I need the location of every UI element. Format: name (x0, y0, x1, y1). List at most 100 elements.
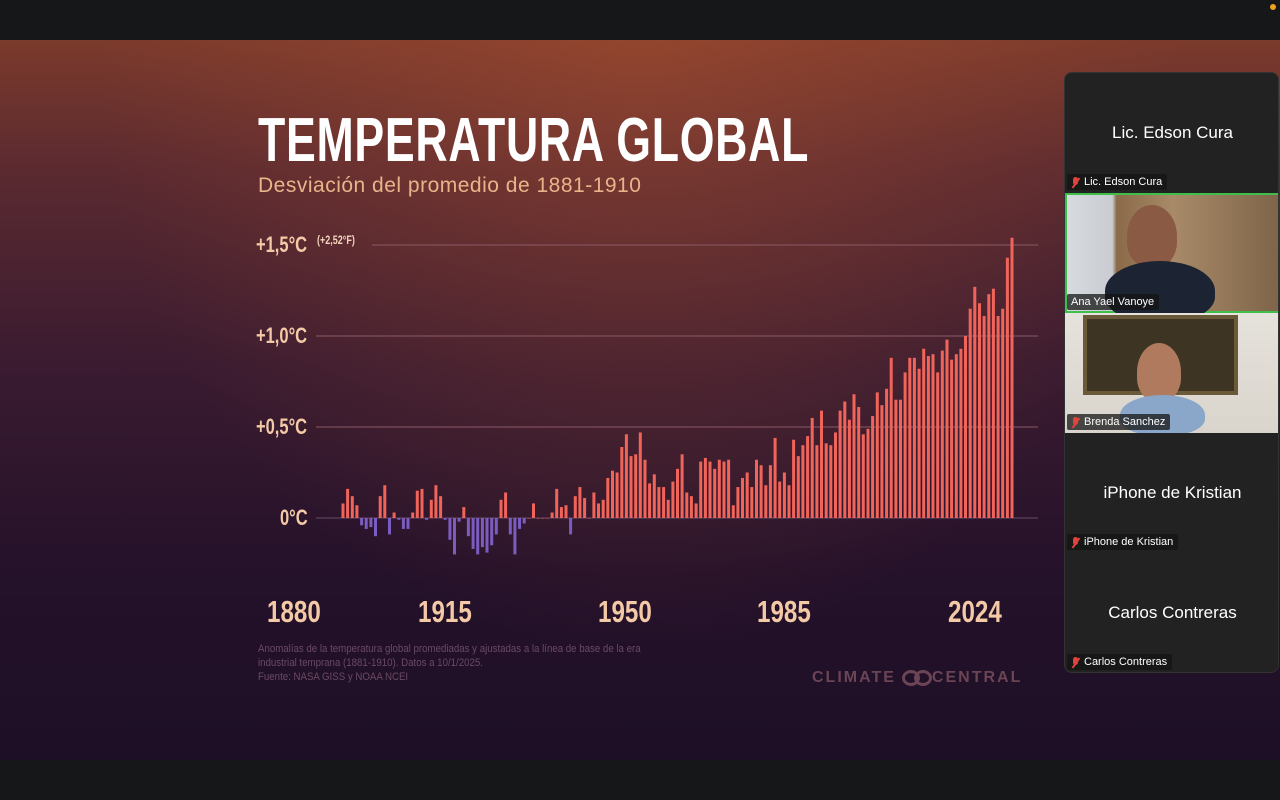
bar-1984 (824, 443, 828, 518)
bar-1903 (448, 518, 452, 540)
x-tick-label: 1985 (757, 594, 811, 629)
logo-rings-icon (901, 670, 932, 686)
bar-1957 (699, 461, 703, 518)
bar-1979 (801, 445, 805, 518)
bar-1916 (508, 518, 512, 535)
bar-1904 (453, 518, 456, 555)
participant-tile[interactable]: Lic. Edson Cura Lic. Edson Cura (1065, 73, 1278, 193)
bar-2009 (940, 350, 944, 518)
bar-1927 (559, 507, 563, 518)
climate-central-logo: CLIMATE CENTRAL (812, 669, 1023, 686)
participant-name: Carlos Contreras (1084, 656, 1168, 668)
participant-name: Ana Yael Vanoye (1071, 296, 1155, 308)
status-indicator-dot (1270, 4, 1276, 10)
bar-1907 (466, 518, 470, 537)
bar-2019 (987, 294, 991, 518)
bar-2000 (899, 399, 902, 518)
bar-1895 (411, 512, 415, 518)
participant-tile[interactable]: Carlos Contreras Carlos Contreras (1065, 553, 1278, 672)
participant-display-name: Carlos Contreras (1108, 603, 1237, 622)
bar-1967 (745, 472, 749, 518)
participant-name: iPhone de Kristian (1084, 536, 1174, 548)
bar-1942 (629, 456, 633, 518)
bar-1890 (388, 518, 391, 535)
footnote-line: industrial temprana (1881-1910). Datos a… (258, 657, 483, 669)
participant-video-tile-active[interactable]: Ana Yael Vanoye (1065, 193, 1278, 321)
bar-1885 (364, 518, 368, 529)
y-tick-label: +1,0°C (256, 323, 308, 348)
bar-1982 (815, 445, 819, 518)
bar-1956 (694, 503, 698, 518)
bar-1954 (685, 492, 689, 518)
bar-1992 (861, 434, 865, 518)
footnote-line: Anomalías de la temperatura global prome… (258, 643, 641, 655)
participant-display-name: Lic. Edson Cura (1112, 123, 1233, 142)
participant-name-label: Lic. Edson Cura (1067, 174, 1168, 190)
bar-1930 (573, 496, 577, 518)
bar-1943 (634, 454, 638, 518)
bar-1918 (518, 518, 521, 529)
bar-1913 (494, 518, 498, 535)
bar-1933 (587, 518, 591, 519)
bar-2012 (954, 354, 958, 518)
mic-muted-icon (1071, 656, 1080, 668)
mic-muted-icon (1071, 416, 1080, 428)
slide-subtitle: Desviación del promedio de 1881-1910 (258, 174, 642, 197)
participant-video-body (1105, 261, 1215, 321)
bar-1887 (374, 518, 377, 537)
bar-1880 (341, 503, 345, 518)
participants-panel: Lic. Edson Cura Lic. Edson Cura Ana Yael… (1064, 72, 1279, 673)
bar-1920 (527, 518, 531, 519)
bar-2023 (1005, 257, 1009, 518)
bar-1981 (810, 417, 814, 518)
bar-1914 (499, 499, 503, 518)
bar-1993 (866, 428, 870, 518)
bar-1921 (532, 503, 535, 518)
bar-1991 (857, 406, 861, 518)
bar-2022 (1001, 308, 1005, 518)
y-tick-label: 0°C (280, 505, 308, 530)
bar-1915 (504, 492, 508, 518)
participant-name-label: Carlos Contreras (1067, 654, 1173, 670)
bar-1965 (736, 487, 740, 518)
bar-1939 (615, 472, 619, 518)
slide-title: TEMPERATURA GLOBAL (258, 106, 810, 175)
mic-muted-icon (1071, 536, 1080, 548)
bar-1929 (569, 518, 573, 535)
x-tick-label: 2024 (948, 594, 1002, 629)
y-tick-label: +1,5°C (256, 232, 308, 257)
bar-1894 (406, 518, 410, 529)
bar-1970 (759, 465, 763, 518)
participant-name-label: Brenda Sanchez (1067, 414, 1171, 430)
bar-2004 (917, 368, 921, 518)
bar-1926 (555, 488, 559, 518)
bar-1910 (480, 518, 484, 548)
bar-1938 (611, 470, 614, 518)
participant-video-tile[interactable]: Brenda Sanchez (1065, 313, 1278, 435)
bar-2017 (978, 303, 981, 518)
participant-video (1127, 205, 1177, 267)
participant-name: Brenda Sanchez (1084, 416, 1166, 428)
bar-1912 (490, 518, 494, 546)
bar-1901 (439, 496, 443, 518)
x-tick-label: 1950 (598, 594, 652, 629)
bar-1950 (666, 499, 670, 518)
bar-1945 (643, 459, 647, 518)
bar-1998 (889, 357, 893, 518)
bar-1958 (703, 457, 707, 518)
bar-1897 (420, 488, 424, 518)
bar-1989 (847, 419, 851, 518)
participant-tile[interactable]: iPhone de Kristian iPhone de Kristian (1065, 433, 1278, 553)
bar-1909 (476, 518, 480, 555)
bar-2018 (982, 315, 986, 518)
bar-1911 (485, 518, 489, 553)
bar-1896 (415, 490, 419, 518)
bar-1949 (662, 487, 666, 518)
bar-1906 (462, 507, 466, 518)
bar-1940 (620, 447, 624, 518)
bar-1888 (378, 496, 382, 518)
window-bottom-bar (0, 760, 1280, 800)
bar-1905 (457, 518, 461, 522)
bar-1961 (717, 459, 721, 518)
